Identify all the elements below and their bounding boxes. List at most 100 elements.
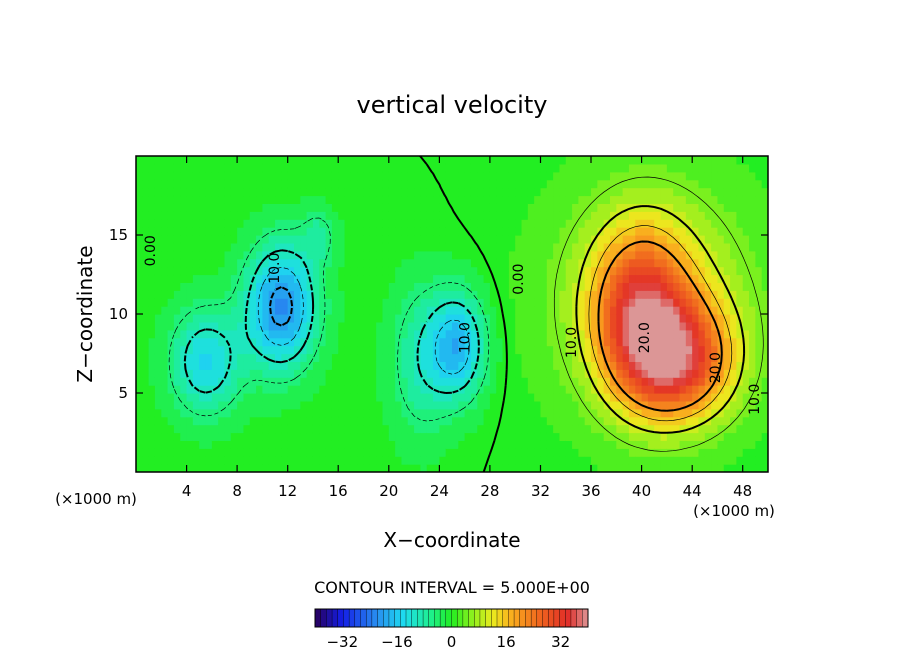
field-cell: [578, 298, 586, 307]
field-cell: [647, 195, 655, 204]
field-cell: [306, 179, 314, 189]
field-cell: [211, 337, 219, 347]
field-cell: [180, 424, 188, 434]
field-cell: [660, 400, 668, 410]
field-cell: [312, 171, 320, 181]
field-cell: [287, 321, 295, 331]
field-cell: [224, 156, 232, 165]
field-cell: [628, 329, 636, 339]
field-cell: [363, 195, 371, 204]
field-cell: [515, 227, 523, 236]
field-cell: [331, 400, 339, 410]
field-cell: [578, 416, 586, 426]
field-cell: [357, 242, 365, 252]
field-cell: [610, 235, 617, 244]
field-cell: [331, 179, 339, 189]
field-cell: [420, 258, 428, 268]
field-cell: [205, 250, 213, 260]
field-cell: [628, 321, 636, 331]
field-cell: [584, 266, 592, 276]
field-cell: [433, 258, 440, 268]
field-cell: [742, 369, 750, 378]
field-cell: [477, 345, 485, 355]
contour-line: [269, 286, 294, 327]
field-cell: [192, 464, 200, 472]
field-cell: [559, 393, 567, 402]
field-cell: [136, 306, 143, 315]
field-cell: [534, 266, 542, 276]
field-cell: [268, 171, 276, 181]
field-cell: [470, 400, 478, 410]
field-cell: [199, 211, 207, 220]
field-cell: [717, 211, 725, 220]
field-cell: [622, 171, 630, 181]
field-cell: [357, 337, 365, 347]
field-cell: [761, 290, 768, 299]
field-cell: [723, 345, 731, 355]
field-cell: [192, 432, 200, 441]
field-cell: [407, 187, 415, 197]
field-cell: [388, 290, 396, 299]
field-cell: [553, 306, 561, 315]
field-cell: [180, 321, 188, 331]
field-cell: [439, 408, 447, 418]
field-cell: [641, 314, 649, 323]
field-cell: [388, 464, 396, 472]
field-cell: [154, 274, 162, 283]
field-cell: [350, 448, 358, 457]
field-cell: [445, 432, 453, 441]
field-cell: [559, 290, 567, 299]
field-cell: [256, 298, 263, 307]
field-cell: [350, 416, 358, 426]
field-cell: [723, 424, 731, 434]
field-cell: [622, 385, 630, 394]
field-cell: [224, 456, 232, 465]
field-cell: [730, 219, 737, 228]
field-cell: [647, 424, 655, 434]
field-cell: [382, 274, 390, 283]
field-cell: [275, 282, 282, 291]
field-cell: [331, 306, 339, 315]
field-cell: [344, 456, 352, 465]
field-cell: [458, 377, 466, 386]
field-cell: [224, 171, 232, 181]
field-cell: [218, 321, 226, 331]
field-cell: [666, 408, 674, 418]
field-cell: [256, 227, 263, 236]
field-cell: [641, 156, 649, 165]
field-cell: [723, 416, 731, 426]
field-cell: [407, 416, 415, 426]
field-cell: [161, 361, 169, 370]
field-cell: [527, 464, 535, 472]
field-cell: [622, 235, 630, 244]
field-cell: [597, 266, 605, 276]
field-cell: [306, 187, 314, 197]
field-cell: [230, 156, 238, 165]
field-cell: [616, 298, 624, 307]
field-cell: [186, 258, 194, 268]
field-cell: [553, 274, 561, 283]
field-cell: [319, 211, 327, 220]
field-cell: [287, 171, 295, 181]
field-cell: [464, 156, 472, 165]
field-cell: [679, 250, 687, 260]
field-cell: [439, 377, 447, 386]
field-cell: [584, 235, 592, 244]
field-cell: [136, 400, 143, 410]
field-cell: [527, 408, 535, 418]
field-cell: [407, 203, 415, 212]
field-cell: [559, 187, 567, 197]
field-cell: [401, 179, 409, 189]
field-cell: [477, 432, 485, 441]
field-cell: [527, 227, 535, 236]
field-cell: [325, 400, 333, 410]
field-cell: [433, 298, 440, 307]
field-cell: [268, 393, 276, 402]
field-cell: [281, 195, 289, 204]
field-cell: [635, 290, 643, 299]
field-cell: [591, 195, 598, 204]
field-cell: [338, 329, 346, 339]
field-cell: [357, 393, 365, 402]
field-cell: [692, 219, 700, 228]
field-cell: [483, 282, 491, 291]
